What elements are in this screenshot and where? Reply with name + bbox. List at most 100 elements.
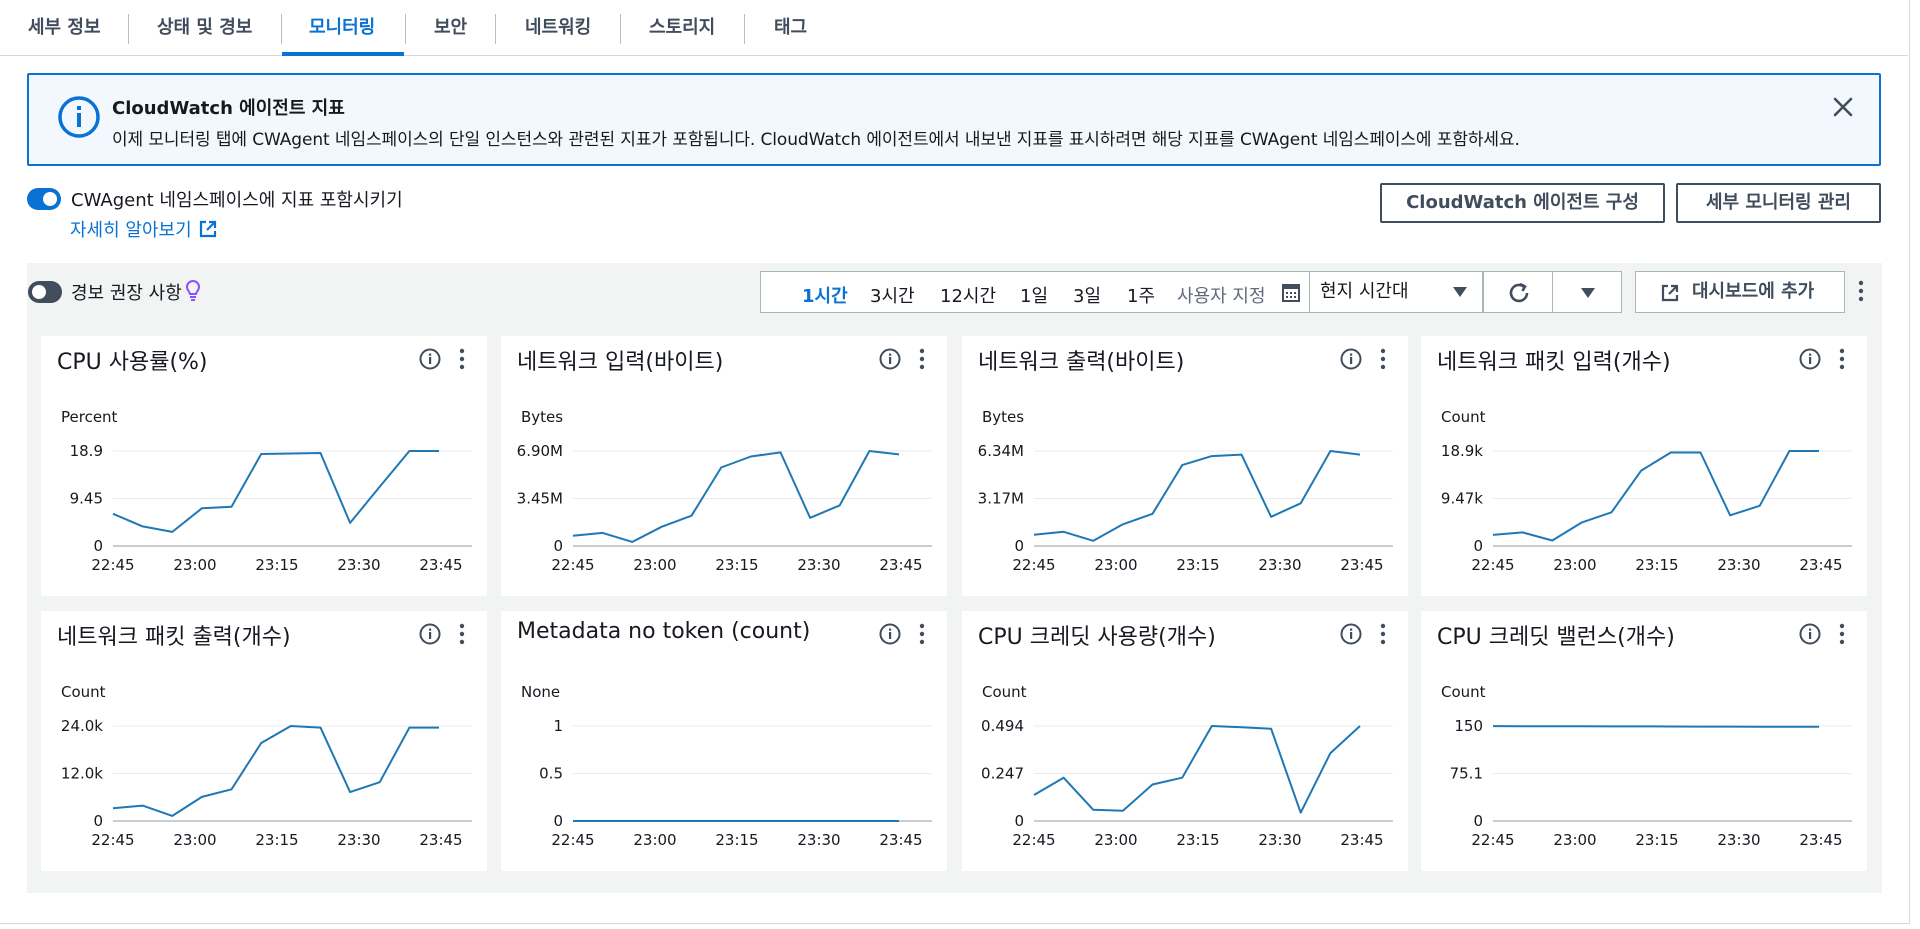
x-tick-label: 23:15 <box>1635 831 1678 849</box>
info-icon[interactable] <box>419 623 441 645</box>
widget-title: CPU 사용률(%) <box>57 350 208 375</box>
line-chart: Count 150 75.1 022:45 23:00 23:15 23:30 23:45 <box>1441 623 1852 849</box>
line-chart: Count 18.9k 9.47k 022:45 23:00 23:15 23:30 23:4… <box>1441 348 1852 574</box>
time-range-3h[interactable]: 3시간 <box>870 286 915 307</box>
learn-more-link[interactable]: 자세히 알아보기 <box>70 216 218 242</box>
y-tick-label: 12.0k <box>61 765 103 783</box>
x-tick-label: 23:00 <box>633 831 676 849</box>
configure-cloudwatch-agent-button[interactable]: CloudWatch 에이전트 구성 <box>1380 183 1665 223</box>
lightbulb-icon <box>185 279 201 301</box>
metric-widget: CPU 크레딧 사용량(개수) Count 0.494 0.247 0 22:45 23:0… <box>962 611 1408 871</box>
calendar-icon[interactable] <box>1281 283 1301 303</box>
time-range-custom[interactable]: 사용자 지정 <box>1177 286 1266 307</box>
widget-menu-icon[interactable] <box>459 623 465 645</box>
tab-divider <box>281 14 282 44</box>
info-icon[interactable] <box>1340 623 1362 645</box>
cwagent-toggle[interactable] <box>27 188 61 210</box>
widget-title: CPU 크레딧 밸런스(개수) <box>1437 625 1675 650</box>
x-tick-label: 23:30 <box>1258 556 1301 574</box>
x-tick-label: 22:45 <box>551 556 594 574</box>
info-icon[interactable] <box>1799 623 1821 645</box>
info-banner: CloudWatch 에이전트 지표 이제 모니터링 탭에 CWAgent 네임… <box>27 73 1881 166</box>
info-icon[interactable] <box>1340 348 1362 370</box>
x-tick-label: 23:15 <box>255 556 298 574</box>
widget-title: Metadata no token (count) <box>517 619 811 644</box>
banner-title: CloudWatch 에이전트 지표 <box>112 98 345 119</box>
time-range-1w[interactable]: 1주 <box>1127 286 1156 307</box>
manage-detailed-monitoring-button[interactable]: 세부 모니터링 관리 <box>1676 183 1881 223</box>
info-icon[interactable] <box>879 348 901 370</box>
x-tick-label: 23:45 <box>1799 556 1842 574</box>
unit-label: Count <box>1441 408 1486 426</box>
widget-menu-icon[interactable] <box>919 623 925 645</box>
x-tick-label: 23:45 <box>879 831 922 849</box>
metric-widget: 네트워크 패킷 입력(개수) Count 18.9k 9.47k 0 22:45 23:00… <box>1421 336 1867 596</box>
refresh-button[interactable] <box>1483 271 1553 313</box>
cwagent-toggle-label: CWAgent 네임스페이스에 지표 포함시키기 <box>71 190 403 211</box>
alarm-recommendations-toggle[interactable] <box>28 281 62 303</box>
y-tick-label: 0 <box>553 812 563 830</box>
series-line <box>1492 450 1819 542</box>
tab-storage[interactable]: 스토리지 <box>649 17 716 38</box>
tab-details[interactable]: 세부 정보 <box>28 17 101 38</box>
info-icon <box>58 96 100 138</box>
y-tick-label: 0 <box>1014 537 1024 555</box>
tab-status-alarms[interactable]: 상태 및 경보 <box>157 17 253 38</box>
x-tick-label: 23:00 <box>1553 556 1596 574</box>
unit-label: Bytes <box>521 408 563 426</box>
close-icon[interactable] <box>1829 93 1857 121</box>
widget-title: CPU 크레딧 사용량(개수) <box>978 625 1216 650</box>
info-icon[interactable] <box>879 623 901 645</box>
metric-widget: 네트워크 입력(바이트) Bytes 6.90M 3.45M 0 22:45 23:00 23… <box>501 336 947 596</box>
time-range-1h[interactable]: 1시간 <box>802 286 848 307</box>
series-line <box>572 450 900 543</box>
line-chart: Count 0.494 0.247 022:45 23:00 23:15 23:30 23:4… <box>981 623 1393 849</box>
refresh-options-button[interactable] <box>1552 271 1622 313</box>
external-link-icon <box>199 220 216 238</box>
widget-menu-icon[interactable] <box>919 348 925 370</box>
x-tick-label: 23:30 <box>797 556 840 574</box>
info-icon[interactable] <box>1799 348 1821 370</box>
caret-down-icon <box>1581 288 1595 298</box>
time-range-1d[interactable]: 1일 <box>1020 286 1049 307</box>
timezone-select[interactable]: 현지 시간대 <box>1309 271 1483 313</box>
series-line <box>1033 450 1361 542</box>
unit-label: None <box>521 683 560 701</box>
y-tick-label: 0.247 <box>981 765 1024 783</box>
timezone-value: 현지 시간대 <box>1320 281 1409 302</box>
x-tick-label: 23:00 <box>1094 556 1137 574</box>
y-tick-label: 0.5 <box>539 765 563 783</box>
monitoring-dashboard: 경보 권장 사항 1시간 3시간 12시간 1일 3일 1주 사용자 지정 현지… <box>27 263 1882 893</box>
tab-networking[interactable]: 네트워킹 <box>525 17 592 38</box>
x-tick-label: 23:45 <box>879 556 922 574</box>
x-tick-label: 23:15 <box>1176 831 1219 849</box>
widget-menu-icon[interactable] <box>1839 348 1845 370</box>
x-tick-label: 22:45 <box>1012 556 1055 574</box>
tab-security[interactable]: 보안 <box>434 17 468 38</box>
x-tick-label: 23:45 <box>1340 556 1383 574</box>
info-icon[interactable] <box>419 348 441 370</box>
y-tick-label: 0 <box>93 812 103 830</box>
y-tick-label: 0.494 <box>981 717 1024 735</box>
time-range-3d[interactable]: 3일 <box>1073 286 1102 307</box>
time-range-12h[interactable]: 12시간 <box>940 286 997 307</box>
metric-widget: Metadata no token (count) None 1 0.5 0 22:45 2… <box>501 611 947 871</box>
y-tick-label: 18.9k <box>1441 442 1483 460</box>
series-line <box>112 725 439 817</box>
unit-label: Count <box>982 683 1027 701</box>
widget-menu-icon[interactable] <box>459 348 465 370</box>
dashboard-menu-icon[interactable] <box>1858 279 1864 303</box>
y-tick-label: 75.1 <box>1450 765 1483 783</box>
active-tab-indicator <box>282 52 404 56</box>
tab-tags[interactable]: 태그 <box>774 17 808 38</box>
widget-menu-icon[interactable] <box>1380 348 1386 370</box>
widget-menu-icon[interactable] <box>1839 623 1845 645</box>
tab-monitoring[interactable]: 모니터링 <box>309 17 376 38</box>
add-to-dashboard-button[interactable]: 대시보드에 추가 <box>1635 271 1845 313</box>
x-tick-label: 23:15 <box>1635 556 1678 574</box>
widget-menu-icon[interactable] <box>1380 623 1386 645</box>
widget-title: 네트워크 입력(바이트) <box>517 350 724 375</box>
metric-widget: CPU 크레딧 밸런스(개수) Count 150 75.1 0 22:45 23:00 23… <box>1421 611 1867 871</box>
line-chart: Percent 18.9 9.45 022:45 23:00 23:15 23:30 23:4… <box>61 348 472 574</box>
external-link-icon <box>1661 284 1679 302</box>
